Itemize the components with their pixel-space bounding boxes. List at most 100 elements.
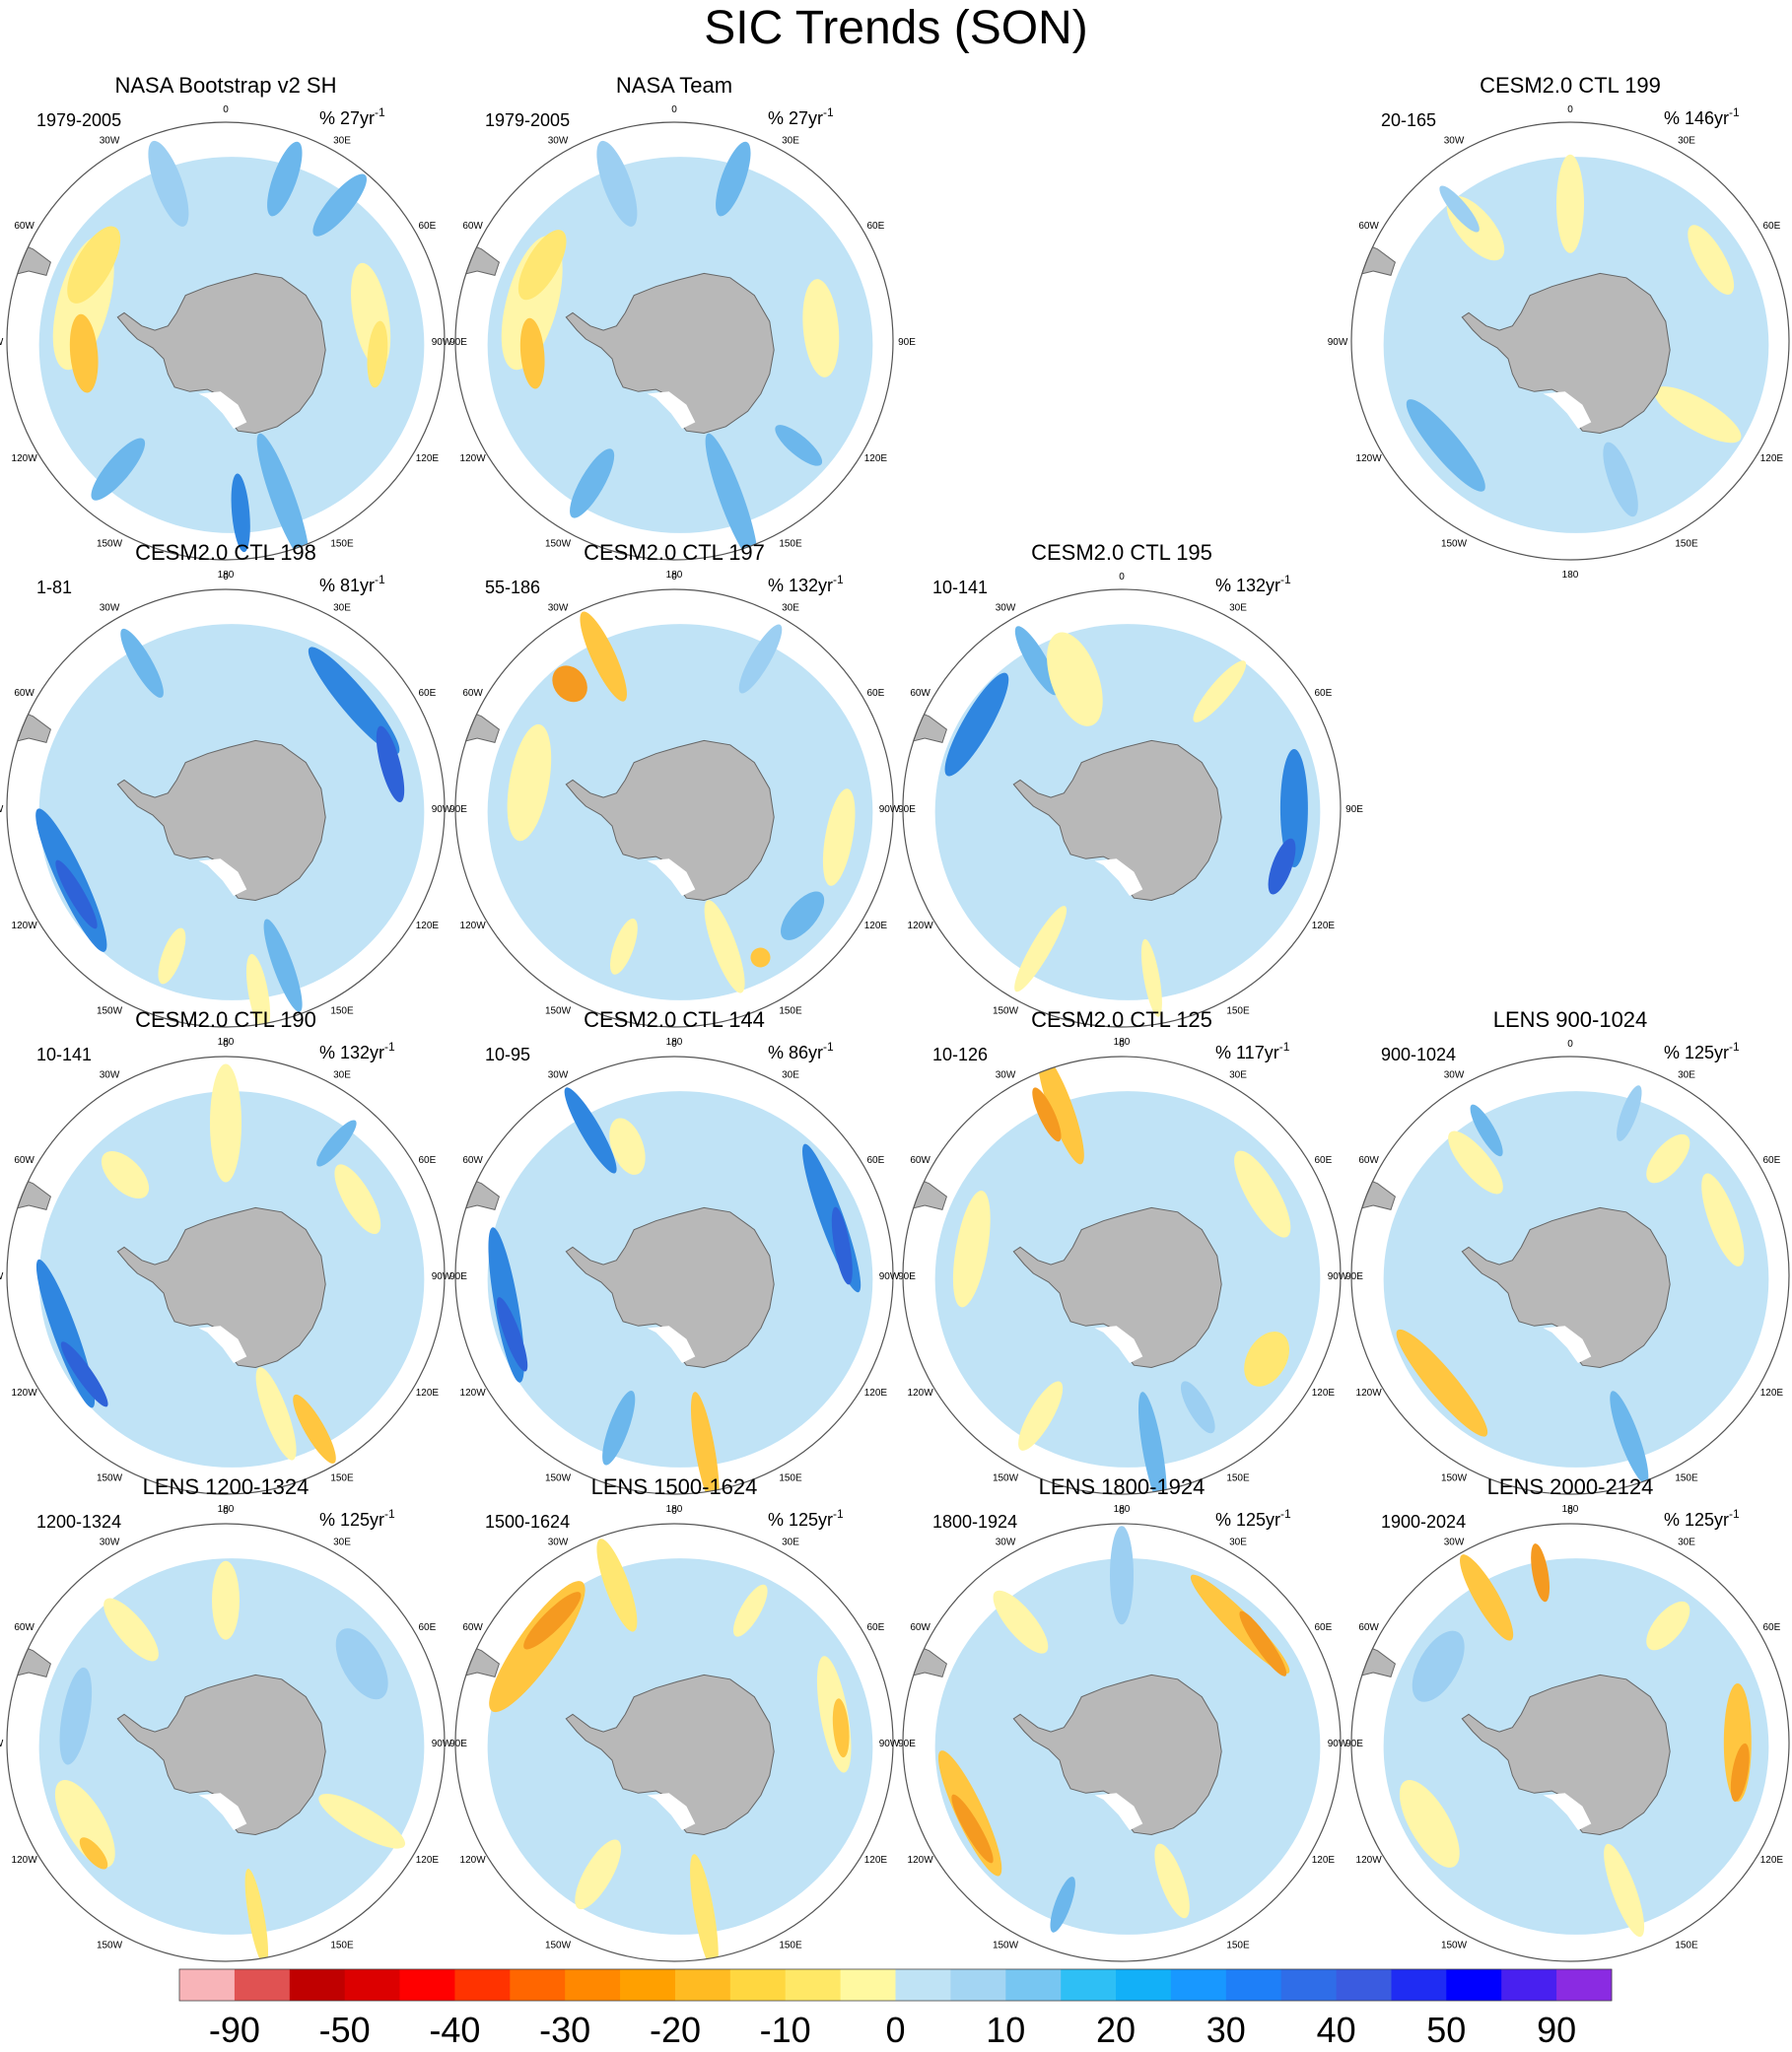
trend-contour [1460,1554,1514,1641]
colorbar-label: 50 [1426,2010,1466,2050]
colorbar-swatch [179,1969,236,2001]
longitude-label: 0 [1567,104,1573,115]
colorbar-swatch [950,1969,1006,2001]
longitude-label: 30W [548,1538,569,1548]
colorbar-label: 90 [1537,2010,1576,2050]
trend-contour [1406,399,1485,492]
antarctica-land [116,272,326,435]
longitude-label: 150W [1441,538,1468,549]
panel-units: % 81yr-1 [319,573,385,595]
longitude-label: 120E [416,453,440,464]
panel-units: % 125yr-1 [1664,1040,1740,1062]
longitude-label: 180 [1562,570,1579,581]
colorbar-swatch [454,1969,511,2001]
island-land [759,1951,777,1961]
longitude-label: 0 [1567,1506,1573,1517]
trend-contour [1244,1332,1290,1387]
units-exponent: -1 [375,105,385,119]
longitude-label: 120E [1760,1855,1784,1866]
longitude-label: 90E [898,1271,916,1282]
colorbar-swatch [510,1969,566,2001]
antarctica-land [1461,1674,1671,1836]
colorbar-swatch [1061,1969,1117,2001]
map-panel: 0 30E 60E 90E 120E 150E 180 150W 120W 90W 60W 30W CE… [879,540,1364,1048]
longitude-label: 90E [1345,1271,1363,1282]
units-text: % 125yr [1664,1043,1729,1062]
trend-contour [158,927,186,985]
colorbar-swatch [675,1969,731,2001]
trend-contour [69,313,99,393]
longitude-label: 150E [330,1005,354,1016]
longitude-label: 90E [898,1739,916,1749]
trend-contour [101,1150,150,1199]
longitude-label: 30E [782,1538,799,1548]
ice-shelf [1543,1793,1592,1830]
panel-title: LENS 900-1024 [1493,1007,1648,1032]
longitude-label: 90E [449,1739,467,1749]
panel-period: 1500-1624 [485,1512,570,1532]
trend-contour [1399,1779,1460,1868]
trend-contour [952,1191,991,1308]
longitude-label: 60W [910,688,930,699]
south-america-land [906,1641,947,1678]
trend-contour [103,1598,159,1662]
panel-period: 1-81 [36,578,72,597]
longitude-label: 0 [1119,572,1125,582]
panel-title: LENS 2000-2124 [1487,1474,1654,1499]
longitude-label: 0 [671,1039,677,1050]
units-exponent: -1 [1279,1040,1290,1054]
longitude-label: 30W [100,1538,120,1548]
trend-contour [54,1779,115,1868]
map-boundary [6,588,446,1028]
colorbar-label: -50 [319,2010,371,2050]
colorbar-swatch [895,1969,951,2001]
longitude-label: 180 [1114,1504,1131,1515]
ice-shelf [647,391,696,429]
antarctica-land [565,1674,775,1836]
longitude-label: 150W [97,1472,123,1483]
longitude-label: 180 [666,570,683,581]
trend-contour [596,140,638,227]
map-boundary [1350,1523,1790,1962]
longitude-label: 90E [449,804,467,815]
longitude-label: 60E [1315,688,1333,699]
island-land [1206,1951,1224,1961]
trend-contour [210,1063,241,1183]
panel-units: % 125yr-1 [1215,1507,1291,1530]
trend-contour [212,1560,240,1640]
trend-contour [1014,906,1068,992]
longitude-label: 30E [1229,603,1247,614]
longitude-label: 120W [12,921,38,931]
longitude-label: 120E [416,921,440,931]
figure-title: SIC Trends (SON) [704,2,1087,54]
longitude-label: 60W [1358,1622,1379,1633]
trend-contour [1193,660,1247,722]
sea-ice-field [458,140,873,560]
trend-contour [775,425,823,466]
trend-contour [993,1590,1049,1654]
trend-contour [1032,1087,1062,1142]
trend-contour [59,1667,93,1765]
longitude-label: 120E [864,1855,888,1866]
map-panel: 0 30E 60E 90E 120E 150E 180 150W 120W 90W 60W 30W LE… [0,1474,467,1982]
map-boundary [6,121,446,561]
longitude-label: 150E [330,538,354,549]
units-exponent: -1 [1280,1507,1291,1521]
longitude-label: 0 [671,1506,677,1517]
longitude-label: 150E [1226,1472,1250,1483]
ice-shelf [1094,1793,1143,1830]
longitude-label: 90W [1328,337,1348,348]
trend-contour [334,1164,381,1235]
panel-title: CESM2.0 CTL 195 [1031,540,1212,565]
panel-units: % 27yr-1 [319,105,385,128]
longitude-label: 30E [1229,1070,1247,1081]
trend-contour [575,1839,622,1910]
map-panels: 0 30E 60E 90E 120E 150E 180 150W 120W 90W 60W 30W NA… [0,73,1790,1982]
map-boundary [902,1523,1342,1962]
colorbar-swatch [1170,1969,1227,2001]
trend-contour [602,1391,636,1466]
longitude-label: 60W [1358,1155,1379,1166]
units-exponent: -1 [833,1507,844,1521]
trend-contour [951,1794,994,1864]
map-boundary [454,1523,894,1962]
